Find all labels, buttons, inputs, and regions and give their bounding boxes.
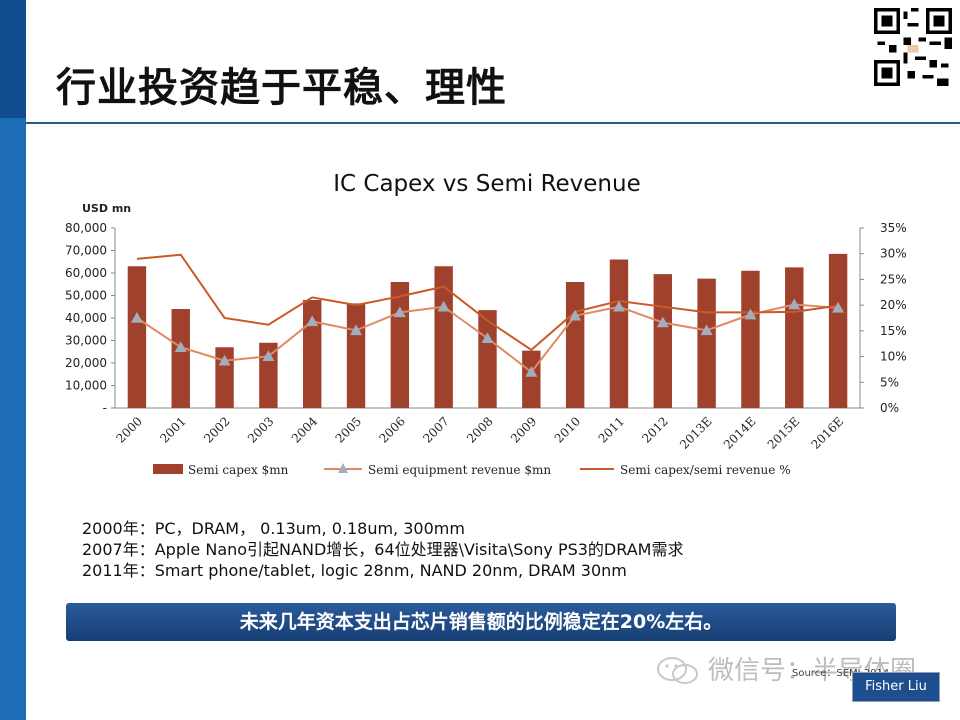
- note-line: 2007年：Apple Nano引起NAND增长，64位处理器\Visita\S…: [82, 540, 684, 559]
- chart-area: IC Capex vs Semi Revenue USD mn - 10,000 2…: [65, 171, 907, 477]
- y-tick-label-left: 30,000: [65, 334, 107, 348]
- x-tick-label: 2006: [376, 414, 407, 445]
- y-tick-label-left: 40,000: [65, 311, 107, 325]
- qr-code-icon: [874, 8, 952, 86]
- x-tick-label: 2007: [420, 414, 451, 445]
- x-tick-label: 2014E: [721, 414, 759, 452]
- y-tick-label-left: 10,000: [65, 379, 107, 393]
- bar-semi-capex: [215, 347, 234, 408]
- bar-semi-capex: [171, 309, 190, 408]
- left-accent-bar-top: [0, 0, 26, 118]
- point-semi-equipment-revenue: [306, 315, 319, 327]
- point-semi-equipment-revenue: [744, 308, 757, 320]
- y-tick-label-right: 20%: [880, 298, 907, 312]
- x-tick-label: 2005: [333, 414, 364, 445]
- bar-semi-capex: [653, 274, 672, 408]
- point-semi-equipment-revenue: [656, 316, 669, 328]
- y-tick-label-right: 15%: [880, 324, 907, 338]
- point-semi-equipment-revenue: [832, 301, 845, 313]
- x-tick-label: 2009: [508, 414, 539, 445]
- x-tick-label: 2016E: [809, 414, 847, 452]
- note-line: 2011年：Smart phone/tablet, logic 28nm, NA…: [82, 561, 627, 580]
- legend-label-equipment: Semi equipment revenue $mn: [368, 463, 551, 477]
- x-tick-label: 2004: [289, 414, 321, 446]
- y-tick-label-left: -: [103, 401, 107, 415]
- left-accent-bar: [0, 0, 26, 720]
- point-semi-equipment-revenue: [525, 366, 538, 377]
- x-tick-label: 2013E: [677, 414, 715, 452]
- point-semi-equipment-revenue: [350, 324, 363, 336]
- legend-label-semi-capex: Semi capex $mn: [188, 463, 289, 477]
- bar-semi-capex: [565, 282, 585, 408]
- point-semi-equipment-revenue: [700, 324, 713, 336]
- point-semi-equipment-revenue: [174, 341, 187, 353]
- x-tick-label: 2011: [596, 414, 627, 445]
- bar-semi-capex: [434, 266, 453, 408]
- bar-semi-capex: [785, 267, 804, 408]
- page-title: 行业投资趋于平稳、理性: [56, 65, 507, 111]
- y-axis-label: USD mn: [82, 202, 131, 215]
- notes-block: 2000年：PC，DRAM， 0.13um, 0.18um, 300mm 200…: [82, 518, 683, 581]
- bar-semi-capex: [697, 278, 716, 408]
- bar-semi-capex: [390, 282, 410, 408]
- point-semi-equipment-revenue: [569, 309, 582, 321]
- bar-semi-capex: [522, 350, 541, 408]
- x-tick-label: 2015E: [765, 414, 803, 452]
- point-semi-equipment-revenue: [788, 298, 801, 310]
- x-tick-label: 2000: [114, 414, 145, 445]
- chart-title: IC Capex vs Semi Revenue: [333, 171, 641, 197]
- point-semi-equipment-revenue: [393, 306, 406, 318]
- point-semi-equipment-revenue: [481, 332, 494, 344]
- bar-semi-capex: [127, 266, 147, 408]
- author-badge: Fisher Liu: [852, 672, 940, 702]
- y-tick-label-right: 30%: [880, 247, 907, 261]
- bar-semi-capex: [741, 270, 760, 408]
- point-semi-equipment-revenue: [218, 354, 231, 366]
- y-tick-label-right: 25%: [880, 272, 907, 286]
- x-tick-label: 2008: [464, 414, 495, 445]
- bar-semi-capex: [828, 253, 848, 408]
- x-tick-label: 2010: [552, 414, 583, 445]
- source-note: Source：SEMI 2014: [792, 668, 890, 679]
- y-tick-label-right: 0%: [880, 401, 899, 415]
- x-tick-label: 2003: [245, 414, 276, 445]
- y-tick-label-right: 35%: [880, 221, 907, 235]
- title-divider: [26, 122, 960, 124]
- legend-label-ratio: Semi capex/semi revenue %: [620, 463, 791, 477]
- legend-swatch-equipment-marker: [338, 463, 348, 473]
- point-semi-equipment-revenue: [437, 300, 450, 312]
- x-tick-label: 2012: [639, 414, 670, 445]
- plot-layer: - 10,000 20,000 30,000 40,000 50,000 60,000 70,…: [65, 221, 907, 477]
- y-tick-label-left: 70,000: [65, 244, 107, 258]
- y-tick-label-right: 5%: [880, 375, 899, 389]
- x-tick-label: 2001: [157, 414, 188, 445]
- point-semi-equipment-revenue: [612, 300, 625, 312]
- summary-banner: 未来几年资本支出占芯片销售额的比例稳定在20%左右。: [66, 603, 896, 641]
- y-tick-label-right: 10%: [880, 350, 907, 364]
- point-semi-equipment-revenue: [130, 312, 143, 323]
- bar-semi-capex: [609, 259, 629, 408]
- y-tick-label-left: 50,000: [65, 289, 107, 303]
- bar-semi-capex: [346, 303, 366, 408]
- x-tick-label: 2002: [201, 414, 232, 445]
- point-semi-equipment-revenue: [262, 350, 275, 362]
- legend-swatch-semi-capex: [153, 464, 183, 474]
- line-capex-revenue-ratio: [136, 253, 839, 352]
- y-tick-label-left: 80,000: [65, 221, 107, 235]
- y-tick-label-left: 20,000: [65, 356, 107, 370]
- wechat-icon: [657, 657, 698, 684]
- note-line: 2000年：PC，DRAM， 0.13um, 0.18um, 300mm: [82, 519, 465, 538]
- y-tick-label-left: 60,000: [65, 266, 107, 280]
- bar-semi-capex: [303, 300, 322, 408]
